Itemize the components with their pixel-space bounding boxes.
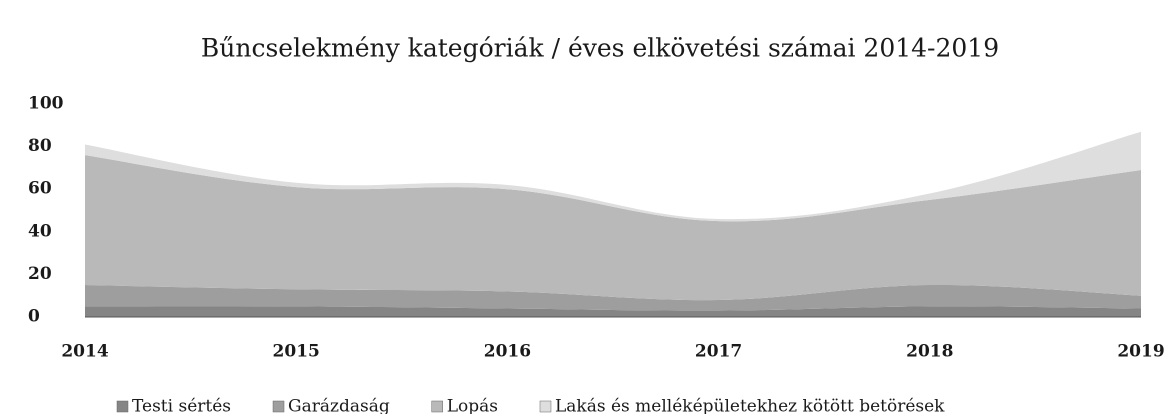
x-tick-label: 2018 bbox=[906, 342, 953, 362]
legend-label: Testi sértés bbox=[132, 397, 231, 414]
legend-swatch bbox=[116, 400, 129, 413]
legend-label: Lopás bbox=[447, 397, 498, 414]
y-tick-label: 60 bbox=[28, 179, 52, 199]
areas bbox=[85, 131, 1141, 317]
legend-swatch bbox=[539, 400, 552, 413]
x-tick-label: 2017 bbox=[695, 342, 742, 362]
y-tick-label: 0 bbox=[28, 307, 40, 327]
x-tick-label: 2019 bbox=[1117, 342, 1164, 362]
x-tick-label: 2014 bbox=[61, 342, 108, 362]
chart-title: Bűncselekmény kategóriák / éves elköveté… bbox=[201, 34, 999, 63]
area bbox=[85, 155, 1141, 301]
legend-swatch bbox=[431, 400, 443, 413]
y-tick-label: 20 bbox=[28, 264, 52, 284]
area bbox=[85, 306, 1141, 317]
legend-swatch bbox=[272, 400, 285, 413]
x-tick-label: 2016 bbox=[484, 342, 531, 362]
legend-label: Lakás és melléképületekhez kötött betöré… bbox=[555, 397, 945, 414]
y-tick-label: 80 bbox=[28, 136, 52, 156]
y-tick-label: 100 bbox=[28, 94, 64, 114]
y-tick-label: 40 bbox=[28, 221, 52, 241]
legend-label: Garázdaság bbox=[288, 397, 390, 414]
area bbox=[85, 285, 1141, 311]
x-tick-label: 2015 bbox=[273, 342, 320, 362]
